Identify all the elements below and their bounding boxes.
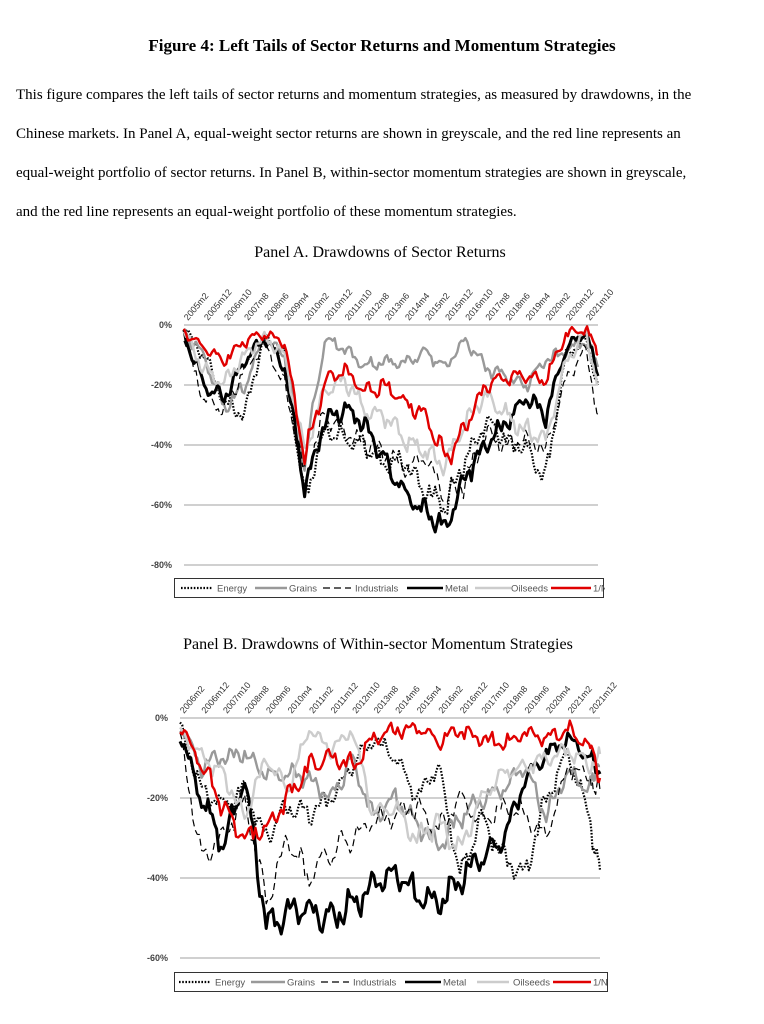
caption-line: Chinese markets. In Panel A, equal-weigh… bbox=[16, 126, 681, 142]
figure-caption: This figure compares the left tails of s… bbox=[16, 76, 744, 232]
panel-a-y-tick-label: -40% bbox=[151, 440, 172, 450]
panel-a-y-tick-label: -80% bbox=[151, 560, 172, 570]
panel-b-legend-label: Metal bbox=[443, 978, 466, 989]
panel-b-x-tick-label: 2021m12 bbox=[587, 680, 619, 715]
panel-b-y-tick-label: -40% bbox=[147, 873, 168, 883]
panel-b-series-oilseeds bbox=[179, 726, 602, 852]
panel-b-title: Panel B. Drawdowns of Within-sector Mome… bbox=[183, 636, 573, 653]
panel-b-series-grains bbox=[179, 729, 601, 852]
panel-b-series-metal bbox=[178, 731, 602, 936]
panel-a-series-energy bbox=[183, 328, 600, 515]
panel-b-legend-label: Energy bbox=[215, 978, 245, 989]
panel-a-legend-label: Grains bbox=[289, 584, 317, 595]
panel-b-y-tick-label: 0% bbox=[155, 713, 168, 723]
panel-a-legend-label: Metal bbox=[445, 584, 468, 595]
panel-b-legend-label: 1/N bbox=[593, 978, 608, 989]
panel-a-series-grains bbox=[182, 327, 600, 472]
panel-a-y-tick-label: -20% bbox=[151, 380, 172, 390]
panel-a-legend: Energy Grains Industrials Metal Oilseeds 1/N bbox=[174, 578, 605, 598]
panel-a-legend-label: Energy bbox=[217, 584, 247, 595]
panel-a-y-tick-label: 0% bbox=[159, 320, 172, 330]
panel-a-series-oilseeds bbox=[182, 328, 599, 477]
panel-a-legend-label: 1/N bbox=[593, 584, 605, 595]
panel-a-chart: 0%-20%-40%-60%-80%2005m22005m122006m1020… bbox=[151, 287, 616, 570]
figure-title: Figure 4: Left Tails of Sector Returns a… bbox=[148, 36, 616, 55]
panel-b-chart: 0%-20%-40%-60%2006m22006m122007m102008m8… bbox=[147, 680, 619, 963]
caption-line: This figure compares the left tails of s… bbox=[16, 87, 692, 103]
panel-b-series-energy bbox=[179, 721, 602, 880]
panel-a-legend-label: Oilseeds bbox=[511, 584, 548, 595]
panel-a-series-metal bbox=[182, 329, 600, 534]
panel-a-y-tick-label: -60% bbox=[151, 500, 172, 510]
panel-a-legend-label: Industrials bbox=[355, 584, 399, 595]
panel-b-legend-label: Industrials bbox=[353, 978, 397, 989]
panel-b-legend-label: Grains bbox=[287, 978, 315, 989]
caption-line: and the red line represents an equal-wei… bbox=[16, 204, 517, 220]
panel-b-series-1-n bbox=[179, 719, 602, 841]
panel-a-series-1-n bbox=[182, 325, 599, 466]
panel-b-legend: Energy Grains Industrials Metal Oilseeds 1/N bbox=[174, 972, 608, 992]
panel-b-y-tick-label: -60% bbox=[147, 953, 168, 963]
panel-b-legend-label: Oilseeds bbox=[513, 978, 550, 989]
caption-line: equal-weight portfolio of sector returns… bbox=[16, 165, 687, 181]
panel-b-series-industrials bbox=[179, 732, 601, 905]
panel-b-y-tick-label: -20% bbox=[147, 793, 168, 803]
panel-a-title: Panel A. Drawdowns of Sector Returns bbox=[254, 244, 506, 261]
